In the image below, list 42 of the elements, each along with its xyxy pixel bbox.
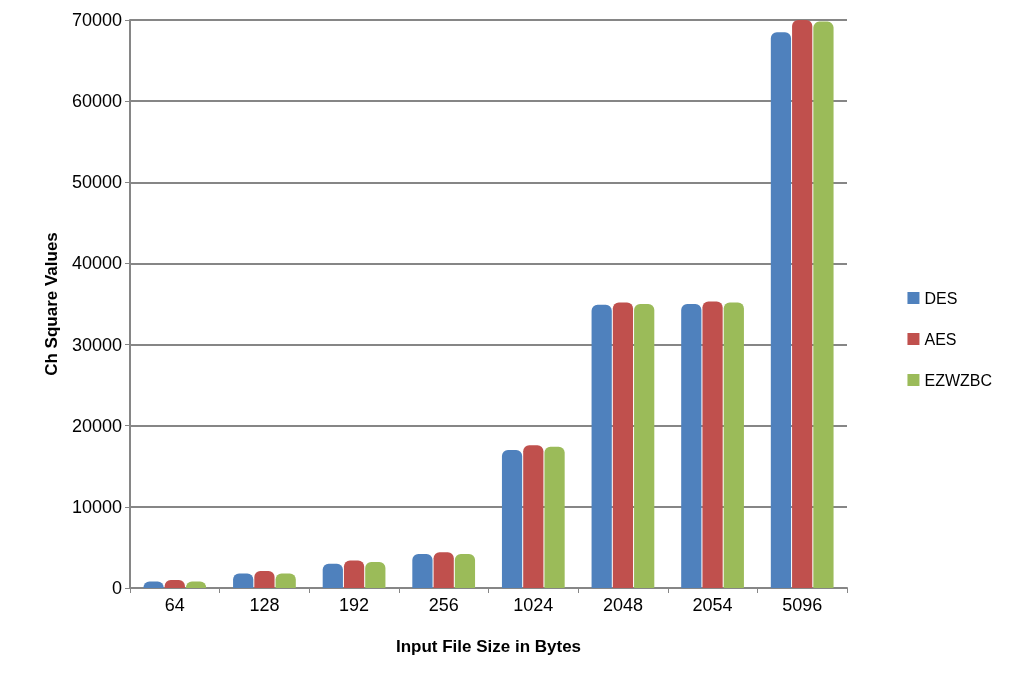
bar [813, 21, 834, 588]
x-tick-label: 5096 [782, 595, 823, 615]
bar [454, 553, 476, 588]
x-tick-label: 64 [164, 595, 185, 615]
x-tick-label: 192 [339, 595, 370, 615]
bar [343, 560, 365, 588]
bar [681, 304, 702, 588]
x-tick-label: 2054 [692, 595, 733, 615]
x-tick-label: 1024 [513, 595, 554, 615]
bar [591, 304, 612, 588]
bar [702, 301, 723, 588]
y-axis-title: Ch Square Values [42, 232, 61, 376]
bar [433, 552, 454, 588]
bar [365, 562, 386, 588]
y-tick-label: 60000 [71, 91, 122, 112]
y-tick-label: 30000 [71, 334, 122, 355]
legend-label: DES [924, 289, 958, 307]
legend-label: AES [924, 330, 957, 348]
x-axis-title: Input File Size in Bytes [395, 637, 582, 656]
legend-label: EZWZBC [924, 371, 992, 389]
bar [523, 445, 544, 588]
bar [254, 570, 275, 588]
bar [322, 563, 343, 588]
y-tick-label: 40000 [71, 253, 122, 274]
y-tick-label: 0 [111, 578, 122, 598]
y-tick-label: 50000 [71, 172, 122, 193]
bar [275, 573, 296, 588]
y-tick-label: 20000 [71, 415, 122, 436]
bar [770, 32, 792, 588]
x-tick-label: 256 [428, 595, 459, 615]
x-tick-label: 128 [249, 595, 280, 615]
y-tick-label: 10000 [71, 496, 122, 517]
bar [612, 302, 634, 588]
y-tick-label: 70000 [71, 10, 122, 30]
bar [412, 553, 433, 588]
bar [544, 446, 565, 588]
x-tick-label: 2048 [602, 595, 643, 615]
bar [792, 20, 813, 588]
bar [723, 302, 744, 588]
bar [233, 573, 254, 588]
bar [634, 304, 655, 588]
bar [501, 450, 523, 588]
